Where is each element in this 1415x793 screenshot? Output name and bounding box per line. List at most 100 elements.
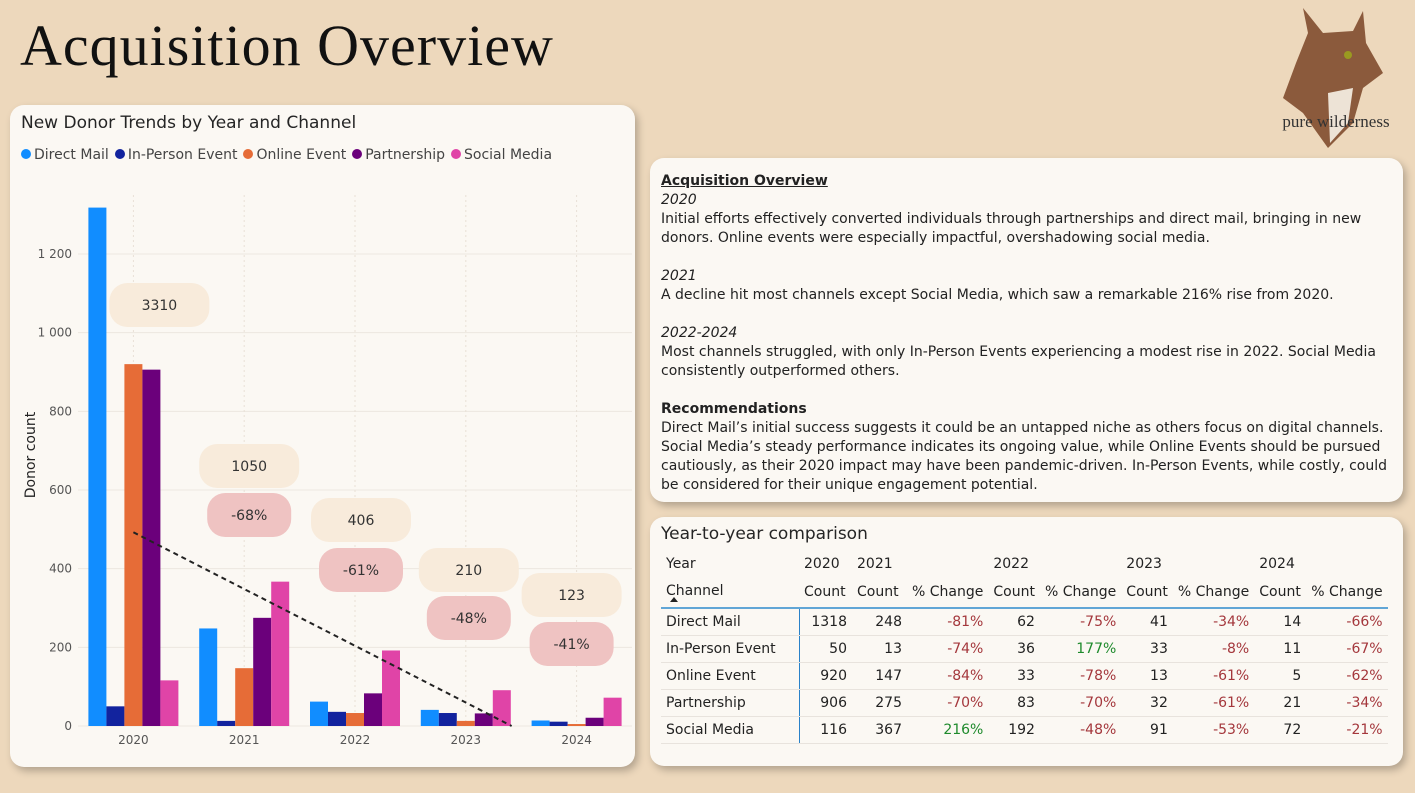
section-heading: Recommendations <box>661 401 807 417</box>
year-label: 2022 <box>993 556 1029 572</box>
bar <box>235 668 254 726</box>
value-cell: 177% <box>1039 635 1122 663</box>
value-cell: -34% <box>1172 608 1255 636</box>
value-cell: -70% <box>1039 689 1122 717</box>
change-label: -61% <box>343 563 379 579</box>
channel-header: Channel <box>661 577 799 609</box>
x-tick-label: 2021 <box>229 733 260 747</box>
value-cell: 32 <box>1121 689 1173 717</box>
total-bubble <box>418 548 519 592</box>
section-text: Most channels struggled, with only In-Pe… <box>661 344 1376 379</box>
bar <box>420 709 439 726</box>
channel-header-text: Channel <box>666 582 724 599</box>
table-row: In-Person Event 50 13 -74% 36 177% 33 -8% 11 -67% <box>661 635 1388 663</box>
table-row: Partnership 906 275 -70% 83 -70% 32 -61% 21 -34% <box>661 689 1388 717</box>
narrative: Acquisition Overview 2020 Initial efforts… <box>661 172 1391 514</box>
logo-lynx <box>1283 8 1383 148</box>
value-cell: 147 <box>852 662 907 690</box>
year-label: 2023 <box>1126 556 1162 572</box>
legend-item: In-Person Event <box>114 147 237 163</box>
value-cell: 50 <box>799 635 852 663</box>
legend-swatch <box>243 149 254 159</box>
x-tick-label: 2022 <box>340 733 371 747</box>
legend-label: Partnership <box>365 147 446 163</box>
narrative-section: Recommendations Direct Mail’s initial suc… <box>661 400 1391 495</box>
bar <box>456 720 475 726</box>
section-heading: 2020 <box>661 192 697 208</box>
value-cell: -74% <box>907 635 989 663</box>
value-cell: 13 <box>852 635 907 663</box>
total-label: 3310 <box>142 298 178 314</box>
column-header-row: Channel Count Count% Change Count% Change Co… <box>661 577 1388 609</box>
value-cell: -75% <box>1039 608 1122 636</box>
bar <box>271 581 290 726</box>
value-cell: -62% <box>1306 662 1388 690</box>
channel-cell: Direct Mail <box>661 608 800 636</box>
chart-title: New Donor Trends by Year and Channel <box>21 113 357 133</box>
legend-swatch <box>451 149 462 159</box>
legend-swatch <box>352 149 363 159</box>
value-cell: -81% <box>907 608 989 636</box>
y-tick-label: 600 <box>49 483 72 497</box>
legend-label: Direct Mail <box>34 147 109 163</box>
value-cell: -70% <box>907 689 989 717</box>
bar <box>88 207 107 726</box>
table-row: Online Event 920 147 -84% 33 -78% 13 -61% 5 -62% <box>661 662 1388 690</box>
value-cell: 11 <box>1254 635 1307 663</box>
value-cell: -34% <box>1306 689 1388 717</box>
value-cell: 906 <box>799 689 852 717</box>
bar <box>328 711 346 726</box>
y-tick-label: 800 <box>49 404 72 418</box>
value-cell: 14 <box>1254 608 1307 636</box>
value-cell: -61% <box>1172 689 1255 717</box>
comparison-table: Year 2020 2021 2022 2023 2024 Channel Count Coun… <box>661 551 1388 744</box>
value-cell: 5 <box>1254 662 1307 690</box>
bar <box>492 690 511 726</box>
total-label: 123 <box>558 588 585 604</box>
legend-item: Online Event <box>243 147 346 163</box>
value-cell: 91 <box>1121 716 1173 744</box>
column-header: Count <box>1254 577 1307 609</box>
value-cell: 36 <box>988 635 1040 663</box>
value-cell: 1318 <box>799 608 852 636</box>
legend-item: Partnership <box>352 147 445 163</box>
value-cell: -21% <box>1306 716 1388 744</box>
page-title: Acquisition Overview <box>20 13 554 78</box>
bar <box>310 701 328 726</box>
chart: 0 200 400 600 800 1 000 1 200 Donor count 2020 20… <box>23 195 632 747</box>
total-bubble <box>521 573 622 617</box>
value-cell: -78% <box>1039 662 1122 690</box>
table-title: Year-to-year comparison <box>661 524 868 544</box>
legend-swatch <box>114 149 125 159</box>
column-header: % Change <box>907 577 989 609</box>
channel-cell: In-Person Event <box>661 635 800 663</box>
table-row: Social Media 116 367 216% 192 -48% 91 -53% 72 -21… <box>661 716 1388 744</box>
year-header-row: Year 2020 2021 2022 2023 2024 <box>661 551 1388 577</box>
logo-eye <box>1344 51 1352 59</box>
change-label: -41% <box>554 637 590 653</box>
value-cell: 216% <box>907 716 989 744</box>
change-bubble <box>207 493 292 537</box>
value-cell: 248 <box>852 608 907 636</box>
y-tick-label: 1 200 <box>38 247 72 261</box>
bar <box>603 697 622 726</box>
value-cell: -84% <box>907 662 989 690</box>
value-cell: 275 <box>852 689 907 717</box>
total-label: 1050 <box>231 459 267 475</box>
bar <box>142 369 161 726</box>
bar <box>124 364 143 726</box>
value-cell: -67% <box>1306 635 1388 663</box>
value-cell: 13 <box>1121 662 1173 690</box>
channel-cell: Social Media <box>661 716 800 744</box>
change-label: -48% <box>451 611 487 627</box>
year-header: Year <box>666 556 696 572</box>
legend-swatch <box>21 149 31 159</box>
bar <box>253 617 272 726</box>
bar <box>474 713 493 726</box>
value-cell: -53% <box>1172 716 1255 744</box>
bar <box>549 721 568 726</box>
section-text: A decline hit most channels except Socia… <box>661 287 1334 303</box>
total-bubble <box>109 283 210 327</box>
column-header: % Change <box>1172 577 1255 609</box>
